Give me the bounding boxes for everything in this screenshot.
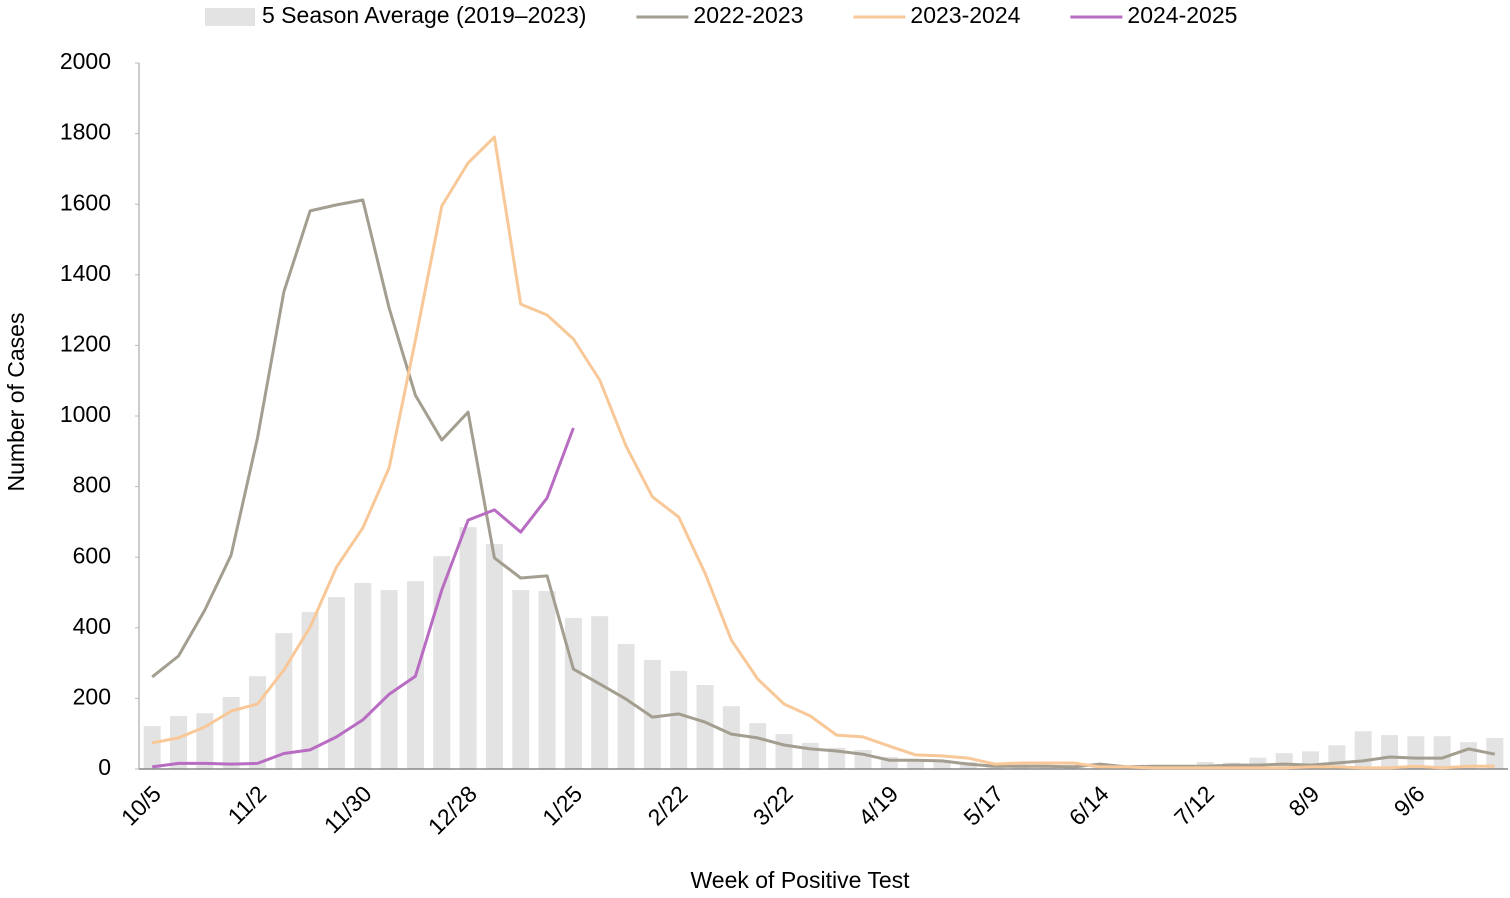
bar bbox=[169, 716, 187, 769]
y-tick-label: 1400 bbox=[60, 260, 111, 286]
bar bbox=[354, 582, 372, 769]
y-tick-label: 2000 bbox=[60, 48, 111, 74]
bar bbox=[143, 725, 161, 769]
x-tick-label: 12/28 bbox=[423, 780, 482, 839]
bar bbox=[722, 706, 740, 769]
x-tick-label: 2/22 bbox=[642, 780, 692, 830]
legend-label: 5 Season Average (2019–2023) bbox=[262, 2, 586, 28]
x-tick-label: 11/30 bbox=[319, 780, 377, 838]
y-tick-label: 600 bbox=[73, 542, 111, 568]
x-axis-title: Week of Positive Test bbox=[690, 867, 910, 893]
x-tick-label: 4/19 bbox=[853, 780, 903, 830]
bar bbox=[1381, 735, 1399, 769]
y-tick-label: 400 bbox=[73, 613, 111, 639]
x-tick-label: 5/17 bbox=[958, 780, 1008, 830]
y-tick-label: 1000 bbox=[60, 401, 111, 427]
x-tick-label: 8/9 bbox=[1283, 780, 1324, 821]
bar bbox=[828, 747, 846, 769]
x-tick-label: 1/25 bbox=[537, 780, 587, 830]
x-tick-label: 6/14 bbox=[1064, 780, 1114, 830]
y-tick-label: 1800 bbox=[60, 119, 111, 145]
bar bbox=[485, 544, 503, 769]
bar bbox=[512, 590, 530, 769]
bar bbox=[1354, 731, 1372, 769]
x-tick-label: 7/12 bbox=[1169, 780, 1219, 830]
bar bbox=[775, 734, 793, 769]
bar bbox=[275, 633, 293, 769]
x-tick-label: 9/6 bbox=[1389, 780, 1430, 821]
bar bbox=[459, 527, 477, 769]
legend-label: 2022-2023 bbox=[693, 2, 803, 28]
line bbox=[151, 198, 1496, 769]
bar bbox=[749, 723, 767, 769]
bar bbox=[222, 696, 240, 769]
bar bbox=[564, 617, 582, 769]
y-axis-title: Number of Cases bbox=[3, 313, 29, 492]
legend-swatch bbox=[205, 8, 255, 26]
y-tick-label: 1200 bbox=[60, 330, 111, 356]
bar bbox=[670, 670, 688, 769]
y-tick-label: 0 bbox=[98, 754, 111, 780]
y-tick-label: 800 bbox=[73, 472, 111, 498]
bar bbox=[538, 591, 556, 769]
legend-label: 2024-2025 bbox=[1127, 2, 1237, 28]
bar bbox=[696, 684, 714, 769]
bar bbox=[301, 611, 319, 769]
x-tick-label: 10/5 bbox=[116, 780, 166, 830]
bar bbox=[643, 659, 661, 769]
bar bbox=[1433, 736, 1451, 769]
x-tick-label: 11/2 bbox=[222, 780, 271, 829]
line bbox=[152, 427, 575, 769]
bar bbox=[591, 616, 609, 769]
bar bbox=[248, 676, 266, 769]
line bbox=[151, 135, 1495, 770]
bar bbox=[617, 644, 635, 769]
bar bbox=[933, 760, 951, 769]
bar bbox=[1407, 736, 1425, 769]
bar bbox=[1249, 757, 1267, 769]
bar bbox=[327, 597, 345, 769]
x-tick-label: 3/22 bbox=[748, 780, 798, 830]
bar bbox=[433, 556, 451, 769]
y-tick-label: 200 bbox=[73, 683, 111, 709]
bar bbox=[196, 713, 214, 769]
legend-label: 2023-2024 bbox=[910, 2, 1020, 28]
bar bbox=[907, 759, 925, 769]
y-tick-label: 1600 bbox=[60, 189, 111, 215]
bar bbox=[380, 590, 398, 769]
